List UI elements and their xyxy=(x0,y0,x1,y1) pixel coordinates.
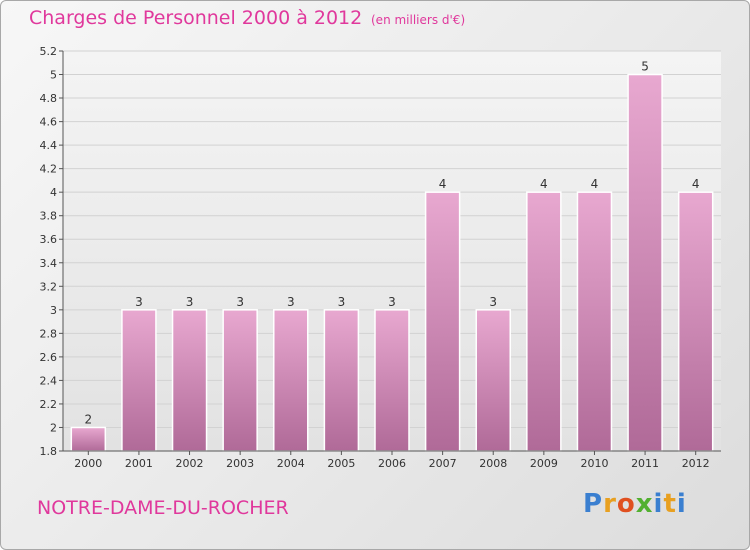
bar-2008 xyxy=(475,309,511,452)
bar-2012 xyxy=(677,191,714,452)
x-tick-label: 2005 xyxy=(327,457,355,470)
value-label: 3 xyxy=(236,295,244,309)
y-tick-label: 2 xyxy=(50,421,57,434)
x-tick-label: 2008 xyxy=(479,457,507,470)
x-tick-label: 2003 xyxy=(226,457,254,470)
value-label: 2 xyxy=(84,412,92,426)
bar-2004 xyxy=(273,309,309,452)
y-tick-label: 3.6 xyxy=(40,233,58,246)
bar-2011 xyxy=(627,73,663,452)
bar-2001 xyxy=(121,309,157,452)
bar-2002 xyxy=(171,309,208,452)
commune-name: NOTRE-DAME-DU-ROCHER xyxy=(37,497,289,519)
y-tick-label: 3 xyxy=(50,304,57,317)
bar-2010 xyxy=(576,191,613,452)
bar-2009 xyxy=(526,191,562,452)
y-tick-label: 2.8 xyxy=(40,327,58,340)
value-label: 3 xyxy=(489,295,497,309)
value-label: 3 xyxy=(287,295,295,309)
y-tick-label: 2.2 xyxy=(40,398,58,411)
chart-title: Charges de Personnel 2000 à 2012 xyxy=(29,7,363,29)
x-tick-label: 2012 xyxy=(682,457,710,470)
x-tick-label: 2001 xyxy=(125,457,153,470)
proxiti-logo[interactable]: Proxiti xyxy=(583,489,687,519)
y-tick-label: 5 xyxy=(50,69,57,82)
y-tick-label: 4.2 xyxy=(40,163,58,176)
y-tick-label: 4 xyxy=(50,186,57,199)
bar-2006 xyxy=(374,309,410,452)
y-tick-label: 5.2 xyxy=(40,45,58,58)
value-label: 3 xyxy=(338,295,346,309)
y-tick-label: 2.4 xyxy=(40,374,58,387)
value-label: 4 xyxy=(591,177,599,191)
bar-2007 xyxy=(424,191,461,452)
bar-2005 xyxy=(323,309,360,452)
x-tick-label: 2009 xyxy=(530,457,558,470)
y-tick-label: 2.6 xyxy=(40,351,58,364)
y-tick-label: 3.4 xyxy=(40,257,58,270)
x-tick-label: 2006 xyxy=(378,457,406,470)
value-label: 4 xyxy=(692,177,700,191)
x-tick-label: 2010 xyxy=(580,457,608,470)
value-label: 4 xyxy=(540,177,548,191)
x-tick-label: 2007 xyxy=(429,457,457,470)
value-label: 4 xyxy=(439,177,447,191)
x-tick-label: 2011 xyxy=(631,457,659,470)
bar-2003 xyxy=(222,309,258,452)
y-tick-label: 3.8 xyxy=(40,210,58,223)
chart-subtitle: (en milliers d'€) xyxy=(371,13,466,27)
value-label: 3 xyxy=(388,295,396,309)
x-tick-label: 2000 xyxy=(74,457,102,470)
bar-2000 xyxy=(70,426,107,452)
x-tick-label: 2002 xyxy=(176,457,204,470)
x-tick-label: 2004 xyxy=(277,457,305,470)
y-tick-label: 4.4 xyxy=(40,139,58,152)
y-tick-label: 1.8 xyxy=(40,445,58,458)
y-tick-label: 4.6 xyxy=(40,116,58,129)
value-label: 3 xyxy=(186,295,194,309)
y-tick-label: 4.8 xyxy=(40,92,58,105)
y-tick-label: 3.2 xyxy=(40,280,58,293)
value-label: 5 xyxy=(641,60,649,74)
value-label: 3 xyxy=(135,295,143,309)
